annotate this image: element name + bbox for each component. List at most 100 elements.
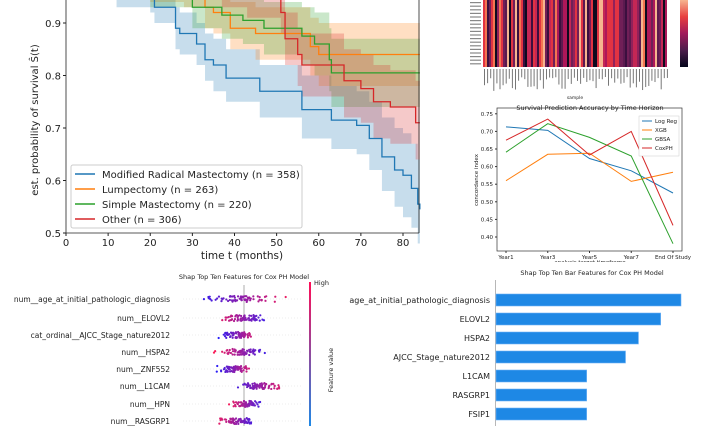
legend-label: Simple Mastectomy (n = 220) <box>102 200 252 211</box>
heatmap-cell-column <box>625 0 627 67</box>
heatmap-x-tick-label <box>614 69 616 83</box>
shap-dot <box>232 422 235 425</box>
shap-dot <box>236 368 240 371</box>
shap-dot <box>261 383 264 386</box>
shap-dot <box>240 332 243 336</box>
shap-dot <box>225 336 228 340</box>
shap-dot <box>248 404 251 407</box>
shap-dot <box>223 418 227 421</box>
shap-dot <box>251 384 254 388</box>
shap-dot <box>228 348 231 352</box>
heatmap-y-tick-label <box>470 48 481 50</box>
shap-dot <box>242 399 246 403</box>
shap-dot <box>248 314 251 317</box>
x-tick-label: 10 <box>102 238 115 249</box>
feature-label: num__HPN <box>130 400 170 409</box>
heatmap-cell-column <box>611 0 613 67</box>
legend-box <box>638 115 680 157</box>
shap-dot <box>209 298 212 301</box>
shap-dot <box>236 386 240 389</box>
shap-dot <box>237 401 240 404</box>
x-tick-label: Year7 <box>623 255 640 261</box>
shap-dot <box>264 299 267 302</box>
shap-dot <box>230 332 234 335</box>
heatmap-x-tick-label <box>558 69 560 85</box>
heatmap-cell-column <box>507 0 509 67</box>
shap-dot <box>249 400 252 403</box>
category-label: age_at_initial_pathologic_diagnosis <box>349 296 490 305</box>
shap-dot <box>232 418 235 421</box>
heatmap-y-tick-label <box>470 23 481 25</box>
colorbar-label: Feature value <box>327 348 335 392</box>
shap-dot <box>233 353 236 356</box>
heatmap-x-tick-label <box>536 69 538 90</box>
shap-dot <box>228 298 232 302</box>
shap-dot <box>252 404 255 407</box>
heatmap-cell-column <box>577 0 579 67</box>
shap-dot <box>246 350 249 353</box>
feature-label: num__RASGRP1 <box>111 417 171 426</box>
shap-dot <box>258 295 261 299</box>
heatmap-cell-column <box>517 0 519 67</box>
heatmap-cell-column <box>633 0 635 67</box>
heatmap-cell-column <box>613 0 615 67</box>
heatmap-cell-column <box>583 0 585 67</box>
shap-dot <box>248 422 251 425</box>
heatmap-cell-column <box>537 0 539 67</box>
shap-dot <box>232 319 236 323</box>
heatmap-cell-column <box>559 0 561 67</box>
shap-dot <box>243 418 246 421</box>
shap-dot <box>257 300 260 303</box>
heatmap-cell-column <box>665 0 667 67</box>
heatmap-cell-column <box>535 0 537 67</box>
heatmap-y-tick-label <box>470 27 481 29</box>
shap-dot <box>241 348 244 351</box>
shap-dot <box>239 404 242 408</box>
shap-dot <box>214 350 217 353</box>
shap-dot <box>247 367 251 370</box>
shap-dot <box>267 387 270 390</box>
feature-label: num__L1CAM <box>120 382 170 391</box>
heatmap-y-tick-label <box>470 59 481 61</box>
y-tick-label: 0.70 <box>481 129 494 135</box>
heatmap-y-tick-label <box>470 34 481 36</box>
heatmap-cell-column <box>521 0 523 67</box>
shap-dot <box>232 365 235 368</box>
legend-box <box>70 164 303 229</box>
shap-dot <box>221 298 224 301</box>
shap-dot <box>208 295 211 298</box>
shap-dot <box>238 366 242 369</box>
shap-dot <box>252 295 255 298</box>
y-tick-label: 0.40 <box>481 235 494 241</box>
shap-dot <box>233 348 236 351</box>
shap-dot <box>202 298 206 301</box>
heatmap-x-tick-label <box>604 69 606 78</box>
shap-dot <box>245 370 248 373</box>
shap-dot <box>210 299 213 302</box>
bar <box>495 407 587 421</box>
heatmap-cell-column <box>597 0 599 67</box>
heatmap-cell-column <box>549 0 551 67</box>
shap-dot <box>244 299 247 302</box>
shap-dot <box>212 351 216 354</box>
shap-dot <box>277 385 281 389</box>
shap-dot <box>232 367 235 370</box>
shap-dot <box>240 299 243 302</box>
legend-label: GBSA <box>655 137 671 143</box>
heatmap-x-tick-label <box>484 69 485 86</box>
shap-dot <box>234 405 237 408</box>
title-clip <box>490 262 720 270</box>
shap-dot <box>234 365 237 368</box>
heatmap-cell-column <box>505 0 507 67</box>
heatmap-x-tick-label <box>598 69 600 79</box>
heatmap-cell-column <box>641 0 643 67</box>
shap-dot <box>244 366 247 370</box>
shap-dot <box>243 353 246 357</box>
feature-label: num__ELOVL2 <box>117 314 170 323</box>
shap-dot <box>253 316 256 320</box>
heatmap-cell-column <box>525 0 527 67</box>
heatmap-cell-column <box>489 0 491 67</box>
heatmap-cell-column <box>629 0 631 67</box>
heatmap-cell-column <box>661 0 663 67</box>
